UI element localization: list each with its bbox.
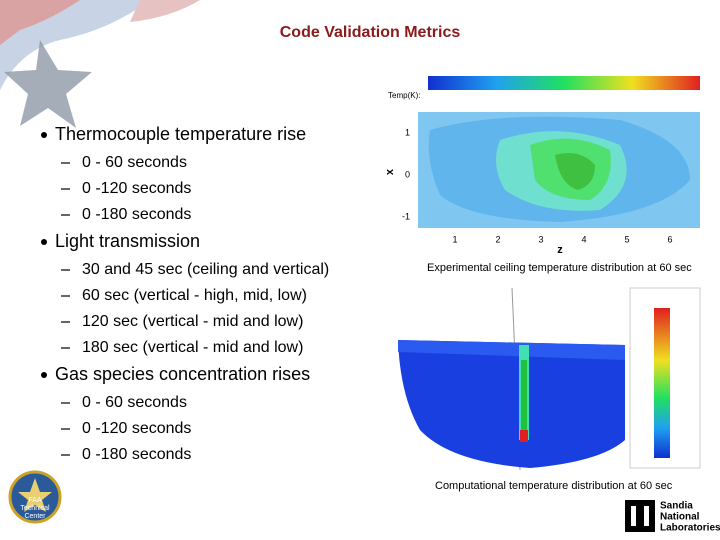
x-tick-label: 6 xyxy=(667,234,672,244)
bullet-dot xyxy=(41,132,47,138)
sub-bullet-text: 0 - 60 seconds xyxy=(82,154,187,171)
x-tick-label: 1 xyxy=(452,234,457,244)
x-tick-label: 5 xyxy=(624,234,629,244)
logo-text: Technical xyxy=(20,505,50,512)
colorbar-label: Temp(K): xyxy=(388,91,420,100)
sub-bullet-text: 0 -120 seconds xyxy=(82,180,191,197)
y-tick-label: 0 xyxy=(405,169,410,179)
slide-title: Code Validation Metrics xyxy=(280,24,461,41)
bullet-text: Thermocouple temperature rise xyxy=(55,124,306,144)
bullet-text: Gas species concentration rises xyxy=(55,364,310,384)
x-tick-label: 3 xyxy=(538,234,543,244)
sub-bullet-text: 120 sec (vertical - mid and low) xyxy=(82,313,303,330)
x-tick-label: 2 xyxy=(495,234,500,244)
logo-text: Laboratories xyxy=(660,523,720,534)
sub-bullet-text: 0 -180 seconds xyxy=(82,446,191,463)
experimental-figure: Temp(K): 1 2 3 4 5 6 1 0 -1 z x Experimental cei… xyxy=(384,76,700,274)
bullet-dot xyxy=(41,239,47,245)
figure-caption: Computational temperature distribution a… xyxy=(435,480,673,492)
bullet-text: Light transmission xyxy=(55,231,200,251)
logo-text: FAA xyxy=(28,497,42,504)
y-tick-label: -1 xyxy=(402,211,410,221)
computational-figure: Computational temperature distribution a… xyxy=(398,287,701,492)
logo-text: Sandia xyxy=(660,501,693,512)
logo-text: National xyxy=(660,512,700,523)
flag-decoration xyxy=(0,0,200,128)
sub-bullet-text: 60 sec (vertical - high, mid, low) xyxy=(82,287,307,304)
x-tick-label: 4 xyxy=(581,234,586,244)
sub-bullet-text: 0 - 60 seconds xyxy=(82,394,187,411)
y-tick-label: 1 xyxy=(405,127,410,137)
bullet-list: Thermocouple temperature rise 0 - 60 seco… xyxy=(41,124,329,463)
sub-bullet-text: 0 -120 seconds xyxy=(82,420,191,437)
sub-bullet-text: 180 sec (vertical - mid and low) xyxy=(82,339,303,356)
sub-bullet-text: 0 -180 seconds xyxy=(82,206,191,223)
logo-text: Center xyxy=(24,513,46,520)
y-axis-label: x xyxy=(384,168,396,175)
sub-bullet-text: 30 and 45 sec (ceiling and vertical) xyxy=(82,261,329,278)
bullet-dot xyxy=(41,372,47,378)
x-axis-label: z xyxy=(557,244,563,256)
figure-caption: Experimental ceiling temperature distrib… xyxy=(427,262,692,274)
